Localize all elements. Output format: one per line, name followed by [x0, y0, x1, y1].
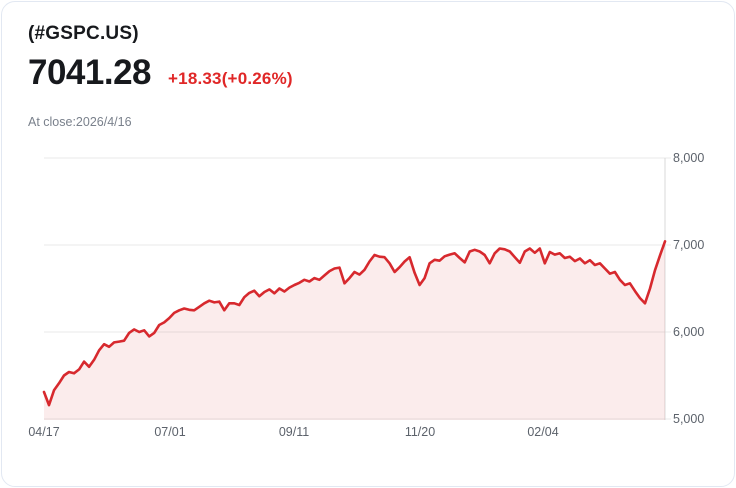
- area-fill: [44, 241, 665, 420]
- x-axis-label: 11/20: [404, 425, 436, 439]
- x-axis-label: 07/01: [154, 425, 186, 439]
- x-axis-label: 09/11: [278, 425, 310, 439]
- as-of-date: At close:2026/4/16: [28, 115, 132, 129]
- y-axis-label: 6,000: [673, 325, 705, 339]
- last-price: 7041.28: [28, 53, 152, 92]
- price-row: 7041.28 +18.33(+0.26%): [28, 54, 293, 92]
- x-axis-label: 04/17: [28, 425, 60, 439]
- price-line: [42, 240, 667, 407]
- y-axis-label: 7,000: [673, 238, 705, 252]
- symbol-title: (#GSPC.US): [28, 23, 139, 44]
- x-axis-label: 02/04: [527, 425, 559, 439]
- y-axis-label: 8,000: [673, 151, 705, 165]
- price-change: +18.33(+0.26%): [168, 69, 293, 88]
- y-axis-label: 5,000: [673, 412, 705, 426]
